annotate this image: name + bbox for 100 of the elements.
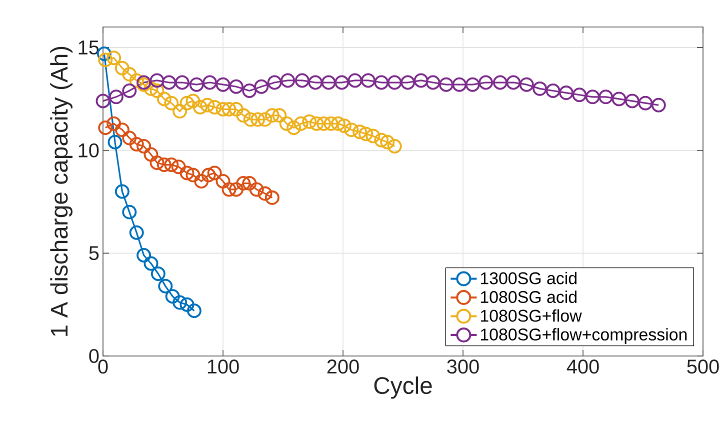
- point: [250, 112, 266, 127]
- point: [387, 139, 402, 154]
- point: [344, 122, 359, 138]
- point: [156, 92, 172, 106]
- point: [330, 116, 346, 131]
- point: [129, 136, 144, 152]
- point: [302, 114, 317, 129]
- point: [374, 75, 389, 90]
- point: [316, 116, 332, 131]
- point: [400, 75, 416, 90]
- point: [207, 100, 222, 114]
- point: [172, 295, 188, 310]
- point: [186, 94, 200, 108]
- point: [612, 92, 626, 106]
- point: [294, 116, 308, 131]
- point: [106, 50, 122, 66]
- point: [348, 73, 362, 88]
- point: [264, 190, 280, 205]
- point: [267, 75, 282, 90]
- legend-label: 1080SG acid: [480, 290, 576, 304]
- point: [280, 73, 296, 88]
- point: [216, 77, 230, 92]
- point: [150, 73, 164, 88]
- point: [258, 112, 272, 127]
- point: [202, 75, 218, 90]
- point: [136, 248, 152, 262]
- point: [156, 158, 172, 172]
- point: [98, 120, 113, 136]
- point: [352, 124, 368, 140]
- point: [150, 266, 166, 281]
- point: [96, 94, 110, 108]
- point: [201, 168, 216, 182]
- point: [164, 158, 179, 172]
- point: [150, 83, 164, 98]
- point: [258, 186, 272, 201]
- point: [426, 75, 440, 90]
- point: [180, 297, 194, 312]
- point: [114, 122, 130, 138]
- point: [387, 75, 402, 90]
- point: [532, 81, 548, 96]
- point: [374, 132, 389, 148]
- point: [272, 108, 287, 123]
- point: [216, 102, 230, 116]
- point: [336, 118, 352, 133]
- point: [106, 116, 122, 131]
- point: [174, 75, 190, 90]
- point: [150, 155, 164, 170]
- point: [108, 90, 124, 104]
- y-tick-label: 5: [89, 246, 99, 260]
- point: [380, 134, 395, 150]
- point: [286, 120, 302, 136]
- point: [558, 86, 574, 100]
- point: [294, 73, 310, 88]
- point: [236, 108, 251, 123]
- point: [242, 83, 257, 98]
- point: [236, 176, 251, 191]
- x-tick-label: 200: [327, 360, 359, 374]
- point: [249, 182, 264, 197]
- point: [478, 75, 494, 90]
- point: [638, 96, 653, 110]
- point: [192, 100, 208, 114]
- point: [144, 81, 158, 96]
- point: [651, 98, 666, 112]
- x-axis-title: Cycle: [374, 376, 432, 399]
- point: [165, 289, 180, 304]
- point: [264, 108, 280, 123]
- point: [222, 182, 236, 197]
- y-tick-label: 15: [78, 40, 99, 55]
- point: [122, 67, 137, 82]
- point: [136, 139, 152, 154]
- point: [228, 102, 244, 116]
- point: [492, 75, 508, 90]
- point: [254, 79, 269, 94]
- point: [216, 174, 230, 188]
- point: [308, 75, 323, 90]
- point: [519, 77, 534, 92]
- point: [546, 83, 560, 98]
- point: [228, 182, 244, 197]
- y-tick-label: 10: [78, 143, 99, 158]
- point: [279, 116, 294, 131]
- x-tick-label: 100: [208, 360, 239, 374]
- point: [200, 98, 215, 112]
- x-tick-label: 300: [447, 360, 479, 374]
- legend-label: 1080SG+flow+compression: [480, 328, 687, 344]
- point: [129, 73, 144, 88]
- point: [108, 134, 122, 150]
- point: [98, 52, 113, 68]
- point: [162, 75, 176, 90]
- point: [194, 174, 209, 188]
- point: [624, 94, 640, 108]
- point: [598, 90, 614, 104]
- point: [321, 75, 336, 90]
- legend-label: 1300SG acid: [480, 272, 576, 284]
- point: [207, 166, 222, 180]
- point: [189, 77, 204, 92]
- point: [452, 77, 467, 92]
- point: [114, 184, 130, 199]
- point: [122, 204, 137, 220]
- point: [358, 126, 374, 142]
- point: [414, 73, 428, 88]
